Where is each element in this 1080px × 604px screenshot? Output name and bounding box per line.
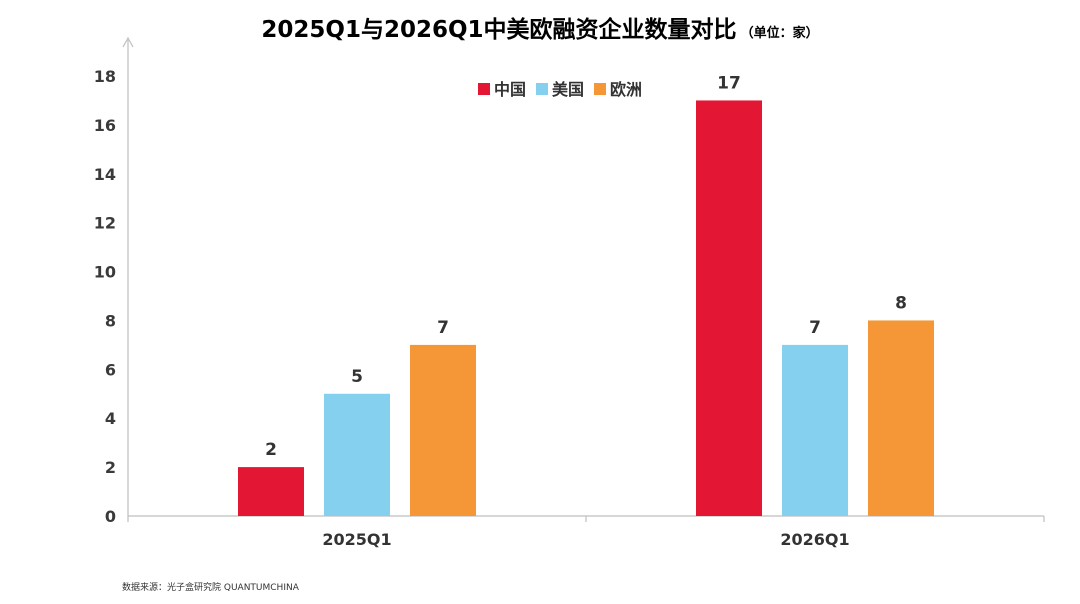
y-tick-label: 8: [105, 311, 116, 330]
x-category-label: 2025Q1: [322, 530, 391, 549]
bar: [696, 100, 762, 516]
bars: 2 5 7 17 7 8: [238, 73, 934, 516]
y-tick-label: 4: [105, 409, 116, 428]
legend-swatch: [594, 83, 606, 95]
source-note: 数据来源：光子盒研究院 QUANTUMCHINA: [122, 581, 300, 593]
bar: [238, 467, 304, 516]
legend-swatch: [478, 83, 490, 95]
data-label: 7: [437, 318, 449, 338]
bar: [782, 344, 848, 516]
legend: 中国 美国 欧洲: [478, 80, 642, 99]
legend-swatch: [536, 83, 548, 95]
chart-title-unit: （单位：家）: [741, 25, 819, 41]
data-label: 8: [895, 293, 907, 313]
y-axis-arrow-icon: [122, 36, 134, 48]
legend-label: 中国: [494, 80, 526, 99]
data-label: 17: [717, 73, 741, 93]
bar: [324, 393, 390, 516]
chart-title-main: 2025Q1与2026Q1中美欧融资企业数量对比: [261, 16, 736, 43]
y-tick-label: 14: [94, 165, 116, 184]
y-tick-label: 10: [94, 263, 116, 282]
y-tick-label: 16: [94, 116, 116, 135]
legend-label: 欧洲: [610, 80, 642, 99]
bar: [868, 320, 934, 516]
y-tick-label: 2: [105, 458, 116, 477]
bar: [410, 344, 476, 516]
data-label: 5: [351, 367, 363, 387]
x-category-label: 2026Q1: [780, 530, 849, 549]
y-tick-label: 0: [105, 507, 116, 526]
data-label: 7: [809, 318, 821, 338]
chart-title: 2025Q1与2026Q1中美欧融资企业数量对比 （单位：家）: [261, 16, 818, 43]
y-tick-label: 6: [105, 360, 116, 379]
data-label: 2: [265, 440, 277, 460]
legend-label: 美国: [552, 80, 584, 99]
y-tick-label: 18: [94, 67, 116, 86]
y-tick-label: 12: [94, 214, 116, 233]
